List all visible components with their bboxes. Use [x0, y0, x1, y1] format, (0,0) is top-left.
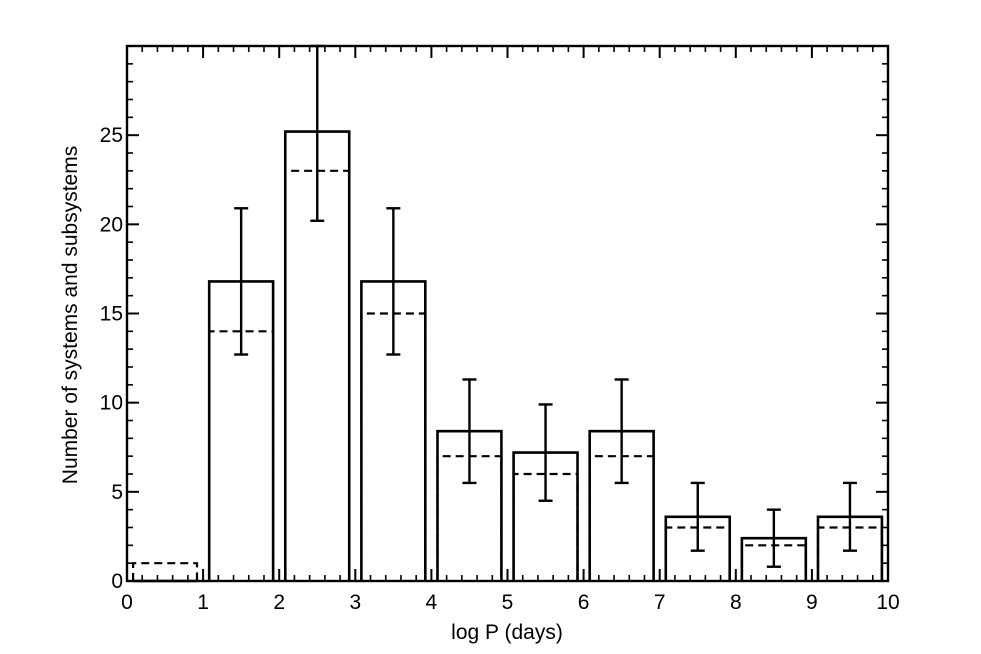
x-tick-label-6: 6	[578, 591, 590, 614]
y-axis-title: Number of systems and subsystems	[59, 146, 82, 484]
bars-layer	[131, 130, 884, 583]
y-tick-label-5: 5	[111, 481, 123, 504]
tick-labels-layer: 0 1 2 3 4 5 6 7 8 9 10 0 5 10 15 20 25	[100, 124, 900, 614]
dashed-bar-1	[208, 330, 275, 581]
y-tick-label-15: 15	[100, 303, 123, 326]
x-tick-label-10: 10	[876, 591, 899, 614]
x-tick-label-9: 9	[806, 591, 818, 614]
axes-layer	[125, 44, 890, 583]
x-tick-label-7: 7	[654, 591, 666, 614]
x-tick-label-4: 4	[426, 591, 438, 614]
dashed-bar-2	[284, 169, 351, 581]
errorbars-layer	[234, 44, 857, 568]
x-tick-label-5: 5	[502, 591, 514, 614]
x-tick-label-2: 2	[273, 591, 285, 614]
x-tick-label-3: 3	[349, 591, 361, 614]
y-tick-label-10: 10	[100, 392, 123, 415]
x-tick-label-1: 1	[197, 591, 209, 614]
x-axis-title: log P (days)	[451, 621, 563, 644]
y-tick-label-20: 20	[100, 213, 123, 236]
x-tick-label-8: 8	[730, 591, 742, 614]
x-tick-label-0: 0	[121, 591, 133, 614]
dashed-bar-5	[512, 472, 579, 581]
y-tick-label-25: 25	[100, 124, 123, 147]
y-tick-label-0: 0	[111, 570, 123, 593]
